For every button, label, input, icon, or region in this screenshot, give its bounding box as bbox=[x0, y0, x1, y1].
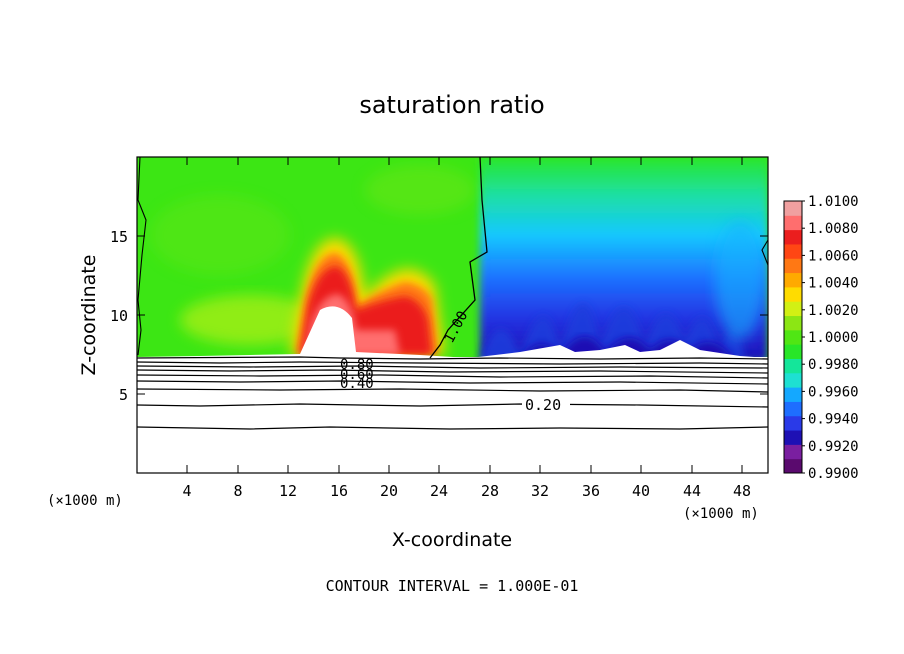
colorbar-swatch bbox=[784, 272, 802, 288]
x-tick-label: 4 bbox=[182, 482, 191, 500]
z-unit-label: (×1000 m) bbox=[47, 493, 123, 509]
colorbar-swatch bbox=[784, 243, 802, 259]
colorbar-tick-label: 1.0080 bbox=[808, 221, 859, 237]
y-tick-labels: 5 10 15 bbox=[110, 228, 128, 404]
colorbar-swatch bbox=[784, 258, 802, 274]
contour-label-0.60: 0.60 bbox=[340, 367, 374, 383]
colorbar-tick-label: 0.9940 bbox=[808, 412, 859, 428]
contour-interval-footer: CONTOUR INTERVAL = 1.000E-01 bbox=[326, 577, 579, 595]
colorbar-tick-label: 1.0000 bbox=[808, 330, 859, 346]
colorbar-tick-label: 0.9900 bbox=[808, 466, 859, 482]
plot-area: 1.00 0.80 0.60 0.40 0.20 4 8 12 bbox=[110, 156, 769, 500]
y-tick-label: 10 bbox=[110, 307, 128, 325]
colorbar-tick-label: 1.0060 bbox=[808, 248, 859, 264]
x-tick-label: 16 bbox=[330, 482, 348, 500]
x-tick-label: 28 bbox=[481, 482, 499, 500]
chart-title: saturation ratio bbox=[359, 91, 544, 119]
colorbar-swatch bbox=[784, 301, 802, 317]
colorbar-swatch bbox=[784, 201, 802, 216]
x-unit-label: (×1000 m) bbox=[683, 506, 759, 522]
contour-label-0.40: 0.40 bbox=[340, 376, 374, 392]
x-axis-label: X-coordinate bbox=[392, 529, 512, 551]
contour-line-1.00 bbox=[429, 156, 488, 359]
colorbar-swatch bbox=[784, 415, 802, 431]
x-tick-label: 36 bbox=[582, 482, 600, 500]
colorbar: 1.0100 1.0080 1.0060 1.0040 1.0020 1.0000 0.99… bbox=[783, 194, 859, 482]
contour-line-1.00-left bbox=[137, 156, 147, 356]
y-tick-label: 5 bbox=[119, 386, 128, 404]
colorbar-tick-label: 1.0040 bbox=[808, 276, 859, 292]
contour-label-0.80: 0.80 bbox=[340, 357, 374, 373]
y-tick-label: 15 bbox=[110, 228, 128, 246]
colorbar-tick-label: 0.9980 bbox=[808, 357, 859, 373]
colorbar-tick-label: 0.9960 bbox=[808, 384, 859, 400]
colorbar-swatch bbox=[784, 229, 802, 245]
y-axis-label: Z-coordinate bbox=[78, 255, 100, 376]
colorbar-swatch bbox=[784, 387, 802, 402]
contour-labels: 1.00 0.80 0.60 0.40 0.20 bbox=[340, 309, 570, 414]
colorbar-swatch bbox=[784, 286, 802, 302]
x-tick-label: 44 bbox=[683, 482, 701, 500]
colorbar-swatch bbox=[784, 315, 802, 331]
colorbar-swatch bbox=[784, 401, 802, 417]
x-tick-label: 20 bbox=[380, 482, 398, 500]
colorbar-swatch bbox=[784, 458, 802, 474]
x-tick-label: 8 bbox=[233, 482, 242, 500]
colorbar-swatch bbox=[784, 215, 802, 231]
colorbar-tick-label: 0.9920 bbox=[808, 439, 859, 455]
x-axis-ticks bbox=[186, 157, 743, 473]
colorbar-tick-label: 1.0020 bbox=[808, 303, 859, 319]
colorbar-swatch bbox=[784, 329, 802, 345]
contour-line-1.00-right bbox=[761, 239, 769, 266]
colorbar-swatch bbox=[784, 444, 802, 460]
colorbar-swatch bbox=[784, 344, 802, 359]
x-tick-label: 48 bbox=[733, 482, 751, 500]
colorbar-swatch bbox=[784, 358, 802, 374]
colorbar-swatch bbox=[784, 430, 802, 445]
y-axis-ticks bbox=[137, 235, 768, 395]
x-tick-label: 24 bbox=[430, 482, 448, 500]
x-tick-label: 40 bbox=[632, 482, 650, 500]
contour-lines-subsaturated bbox=[136, 356, 769, 430]
x-tick-label: 32 bbox=[531, 482, 549, 500]
colorbar-tick-label: 1.0100 bbox=[808, 194, 859, 210]
x-tick-label: 12 bbox=[279, 482, 297, 500]
contour-label-0.20: 0.20 bbox=[525, 396, 561, 414]
colorbar-swatch bbox=[784, 372, 802, 388]
x-tick-labels: 4 8 12 16 20 24 28 32 36 40 44 48 bbox=[182, 482, 751, 500]
